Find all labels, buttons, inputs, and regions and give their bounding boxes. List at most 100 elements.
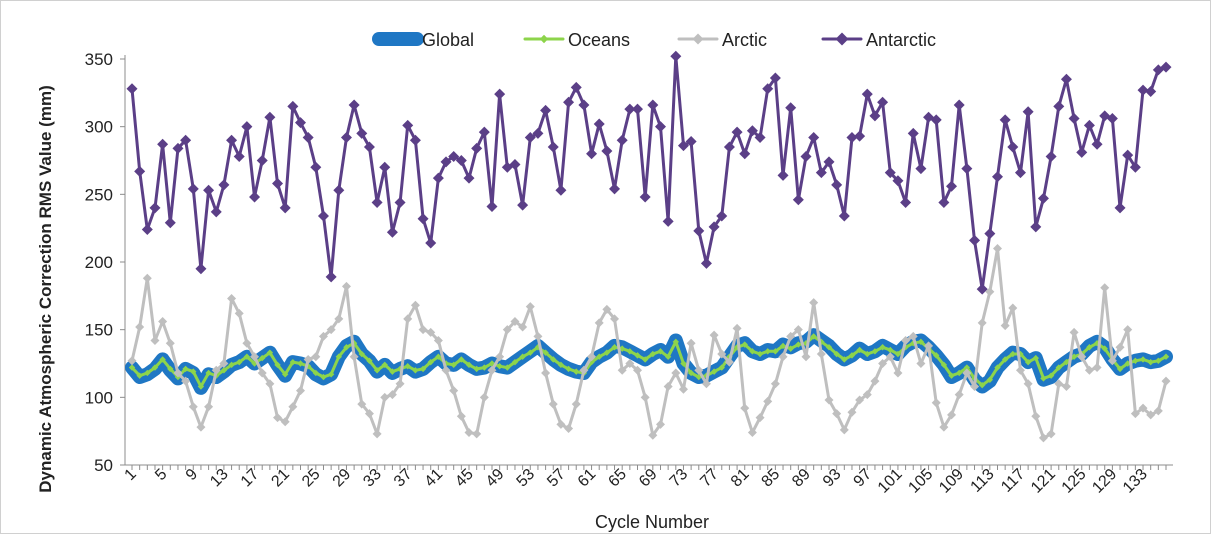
data-point-oceans: [825, 344, 833, 351]
legend-label-arctic: Arctic: [722, 30, 767, 50]
data-point-antarctic: [670, 50, 682, 62]
data-point-arctic: [1038, 433, 1048, 443]
data-point-antarctic: [1106, 113, 1118, 125]
data-point-antarctic: [348, 99, 360, 111]
data-point-arctic: [594, 318, 604, 328]
data-point-antarctic: [402, 119, 414, 131]
data-point-arctic: [372, 429, 382, 439]
data-point-arctic: [196, 422, 206, 432]
data-point-arctic: [318, 331, 328, 341]
data-point-arctic: [648, 430, 658, 440]
data-point-arctic: [755, 413, 765, 423]
data-point-antarctic: [700, 257, 712, 269]
data-point-arctic: [901, 335, 911, 345]
data-point-oceans: [458, 356, 465, 363]
data-point-antarctic: [325, 271, 337, 283]
data-point-oceans: [1139, 356, 1147, 363]
data-point-antarctic: [1030, 221, 1042, 233]
data-point-oceans: [978, 381, 986, 389]
data-point-arctic: [1115, 342, 1125, 352]
y-tick-label: 150: [85, 321, 113, 340]
data-point-antarctic: [838, 210, 850, 222]
data-point-oceans: [228, 361, 235, 369]
data-point-oceans: [894, 350, 902, 358]
data-point-oceans: [603, 349, 611, 356]
data-point-arctic: [916, 359, 926, 368]
data-point-oceans: [281, 371, 289, 378]
data-point-oceans: [887, 346, 894, 354]
data-point-arctic: [724, 357, 734, 367]
data-point-arctic: [173, 368, 183, 378]
data-point-oceans: [1086, 344, 1093, 351]
data-point-antarctic: [616, 134, 628, 146]
data-point-oceans: [664, 353, 672, 360]
data-point-arctic: [1100, 283, 1110, 293]
data-point-antarctic: [1129, 161, 1141, 173]
data-point-arctic: [464, 428, 474, 438]
data-point-antarctic: [141, 224, 153, 236]
series-oceans: [128, 333, 1170, 390]
data-point-oceans: [320, 373, 327, 381]
data-point-arctic: [862, 390, 872, 400]
data-point-antarctic: [1053, 100, 1065, 112]
data-point-antarctic: [915, 163, 927, 175]
x-tick-label: 133: [1120, 466, 1151, 497]
data-point-oceans: [144, 369, 151, 377]
x-tick-label: 21: [268, 466, 293, 491]
data-point-arctic: [1153, 406, 1163, 416]
data-point-oceans: [657, 348, 664, 355]
data-point-arctic: [418, 325, 428, 335]
x-axis-title: Cycle Number: [595, 512, 709, 532]
data-point-arctic: [985, 287, 995, 297]
data-point-oceans: [1155, 357, 1162, 364]
data-point-arctic: [855, 395, 865, 405]
data-point-arctic: [571, 399, 581, 409]
data-point-antarctic: [708, 221, 720, 233]
data-point-arctic: [809, 298, 819, 308]
data-point-arctic: [479, 392, 489, 402]
data-point-oceans: [519, 353, 526, 360]
data-point-arctic: [1054, 379, 1064, 389]
data-point-arctic: [893, 368, 903, 378]
x-tick-label: 61: [575, 466, 600, 491]
data-point-antarctic: [448, 150, 460, 162]
data-point-arctic: [495, 352, 505, 362]
data-point-arctic: [227, 294, 237, 304]
data-point-antarctic: [471, 142, 483, 154]
x-tick-label: 73: [667, 466, 692, 491]
data-point-antarctic: [157, 138, 169, 150]
data-point-oceans: [963, 364, 971, 371]
data-point-arctic: [832, 409, 842, 419]
data-point-oceans: [779, 342, 787, 350]
data-point-oceans: [741, 341, 748, 348]
data-point-oceans: [1162, 353, 1170, 360]
data-point-oceans: [190, 368, 197, 375]
data-point-antarctic: [394, 196, 406, 208]
data-point-arctic: [839, 425, 849, 435]
legend-marker-global: [391, 32, 405, 46]
data-point-oceans: [565, 365, 572, 373]
x-tick-label: 41: [422, 466, 447, 491]
data-point-oceans: [266, 349, 274, 356]
data-point-arctic: [786, 331, 796, 341]
data-point-arctic: [1130, 409, 1140, 419]
data-point-oceans: [450, 361, 457, 369]
data-point-antarctic: [999, 114, 1011, 126]
legend-marker-arctic: [692, 33, 704, 45]
data-point-antarctic: [1160, 61, 1172, 73]
data-point-antarctic: [264, 111, 276, 123]
x-tick-label: 1: [122, 466, 140, 484]
data-point-arctic: [793, 325, 803, 335]
data-point-antarctic: [333, 184, 345, 196]
data-point-oceans: [1017, 350, 1024, 358]
data-point-arctic: [410, 300, 420, 310]
data-point-arctic: [441, 365, 451, 375]
data-point-oceans: [1063, 358, 1070, 366]
data-point-arctic: [556, 419, 566, 429]
data-point-arctic: [395, 379, 405, 389]
data-point-antarctic: [976, 283, 988, 295]
data-point-antarctic: [1091, 138, 1103, 150]
data-point-arctic: [449, 386, 459, 396]
